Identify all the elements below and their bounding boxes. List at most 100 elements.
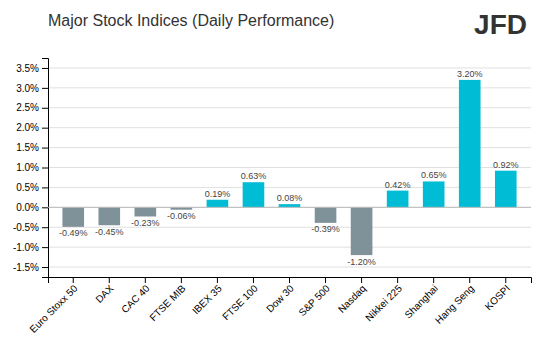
tick-label: -0.5% (13, 222, 39, 233)
data-label: -0.45% (95, 227, 124, 237)
tick-mark (181, 277, 182, 283)
tick-mark (145, 277, 146, 283)
tick-label: Hang Seng (433, 283, 476, 326)
tick: CAC 40 (119, 277, 152, 315)
tick-label: Nikkei 225 (363, 282, 404, 323)
tick-label: 2.0% (16, 122, 39, 133)
tick: FTSE MIB (147, 277, 188, 323)
tick-mark (42, 168, 48, 169)
tick: 0.0% (16, 202, 48, 213)
tick-label: DAX (93, 282, 116, 305)
tick-mark (42, 128, 48, 129)
data-label: 0.63% (241, 171, 267, 181)
tick-mark (42, 148, 48, 149)
bar (98, 207, 120, 225)
data-label: -0.49% (59, 228, 88, 238)
tick-mark (42, 68, 48, 69)
tick-mark (42, 187, 48, 188)
tick-label: KOSPI (483, 283, 512, 312)
tick-mark (42, 247, 48, 248)
tick-label: Nasdaq (336, 283, 368, 315)
tick-label: 3.0% (16, 83, 39, 94)
tick-mark (361, 277, 362, 283)
tick-label: 0.0% (16, 202, 39, 213)
bars (62, 80, 516, 255)
grid-line (48, 247, 531, 248)
tick-label: 1.5% (16, 142, 39, 153)
tick: -1.5% (13, 262, 48, 273)
tick: DAX (93, 277, 116, 305)
tick-label: Shanghai (402, 283, 440, 321)
data-labels: -0.49%-0.45%-0.23%-0.06%0.19%0.63%0.08%-… (59, 69, 519, 267)
tick-mark (253, 277, 254, 283)
data-label: 0.92% (493, 160, 519, 170)
tick-mark (109, 277, 110, 283)
data-label: 3.20% (457, 69, 483, 79)
grid-line (48, 127, 531, 128)
tick: Hang Seng (433, 277, 476, 326)
tick-label: FTSE 100 (220, 282, 260, 322)
bar (62, 207, 84, 227)
bar (459, 80, 481, 207)
grid (48, 68, 531, 267)
tick-label: 2.5% (16, 102, 39, 113)
data-label: -0.39% (311, 224, 340, 234)
tick: S&P 500 (296, 277, 332, 318)
bar (495, 171, 517, 208)
grid-line (48, 87, 531, 88)
tick-mark (42, 207, 48, 208)
tick-label: Euro Stoxx 50 (27, 282, 80, 335)
bar (207, 200, 229, 208)
chart: -1.5% -1.0% -0.5% 0.0% 0.5% 1.0% 1.5% 2.0% 2.5% 3… (0, 0, 543, 351)
tick: KOSPI (483, 277, 512, 312)
y-axis: -1.5% -1.0% -0.5% 0.0% 0.5% 1.0% 1.5% 2.0% 2.5% 3… (13, 59, 49, 278)
tick-mark (433, 277, 434, 283)
zero-line (48, 207, 531, 208)
tick-mark (42, 88, 48, 89)
tick: -1.0% (13, 242, 48, 253)
tick: Nasdaq (336, 277, 368, 315)
grid-line (48, 147, 531, 148)
tick-mark (325, 277, 326, 283)
tick: IBEX 35 (190, 277, 224, 316)
tick-mark (42, 227, 48, 228)
data-label: 0.19% (205, 189, 231, 199)
grid-line (48, 167, 531, 168)
axis-line (42, 59, 49, 278)
bar (351, 207, 373, 255)
tick-label: CAC 40 (119, 282, 152, 315)
tick-mark (505, 277, 506, 283)
x-axis: Euro Stoxx 50 DAXCAC 40FTSE MIBIBEX 35FTS… (27, 277, 531, 335)
data-label: -0.23% (131, 218, 160, 228)
tick: 0.5% (16, 182, 48, 193)
tick: 1.0% (16, 162, 48, 173)
annotation: JFD (474, 9, 527, 40)
tick: Dow 30 (264, 277, 296, 314)
tick-label: FTSE MIB (147, 282, 188, 323)
title: Major Stock Indices (Daily Performance) (48, 12, 334, 29)
tick: Nikkei 225 (363, 277, 404, 323)
tick-mark (73, 277, 74, 283)
tick-mark (469, 277, 470, 283)
tick-label: IBEX 35 (190, 282, 224, 316)
tick: 1.5% (16, 142, 48, 153)
plot: -1.5% -1.0% -0.5% 0.0% 0.5% 1.0% 1.5% 2.0% 2.5% 3… (13, 59, 532, 335)
tick-mark (289, 277, 290, 283)
grid-line (48, 207, 531, 208)
bar (315, 207, 337, 223)
data-label: 0.65% (421, 170, 447, 180)
tick-label: -1.5% (13, 262, 39, 273)
tick-label: 1.0% (16, 162, 39, 173)
tick: 2.0% (16, 122, 48, 133)
tick: 3.0% (16, 83, 48, 94)
bar (387, 191, 409, 208)
tick: Shanghai (402, 277, 440, 320)
bar (135, 207, 157, 216)
bar (423, 181, 445, 207)
tick: FTSE 100 (220, 277, 260, 322)
tick: -0.5% (13, 222, 48, 233)
grid-line (48, 267, 531, 268)
tick-label: -1.0% (13, 242, 39, 253)
tick: Euro Stoxx 50 (27, 277, 80, 335)
data-label: 0.42% (385, 180, 411, 190)
